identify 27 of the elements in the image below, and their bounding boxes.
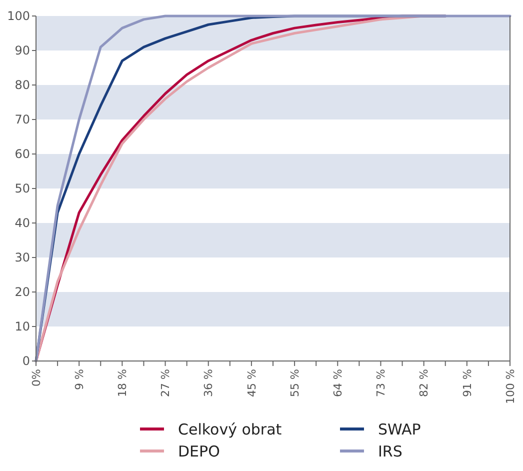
- x-tick-label: 91 %: [460, 369, 474, 397]
- x-tick-label: 73 %: [374, 369, 388, 397]
- x-tick-label: 9 %: [72, 369, 86, 390]
- y-tick-label: 0: [22, 354, 30, 368]
- x-tick-label: 18 %: [116, 369, 130, 397]
- x-tick-label: 0%: [30, 369, 43, 386]
- x-tick-label: 45 %: [245, 369, 258, 397]
- y-tick-label: 70: [14, 112, 30, 127]
- y-tick-label: 80: [14, 78, 30, 92]
- y-tick-label: 10: [14, 320, 30, 334]
- x-tick-label: 100 %: [504, 369, 517, 404]
- y-tick-label: 60: [14, 147, 30, 162]
- y-tick-label: 100: [7, 9, 30, 24]
- y-tick-label: 40: [14, 216, 30, 230]
- legend-label: SWAP: [378, 420, 421, 438]
- legend-label: DEPO: [178, 442, 220, 460]
- legend-label: Celkový obrat: [178, 420, 282, 438]
- y-tick-label: 50: [14, 182, 30, 196]
- y-tick-label: 20: [14, 285, 30, 300]
- y-tick-label: 90: [14, 44, 30, 58]
- legend-label: IRS: [378, 442, 402, 460]
- x-tick-label: 55 %: [288, 369, 302, 397]
- x-tick-label: 64 %: [331, 369, 344, 397]
- x-tick-label: 82 %: [418, 369, 431, 397]
- x-tick-label: 27 %: [159, 369, 172, 397]
- x-tick-label: 36 %: [202, 369, 216, 397]
- y-tick-label: 30: [14, 250, 30, 265]
